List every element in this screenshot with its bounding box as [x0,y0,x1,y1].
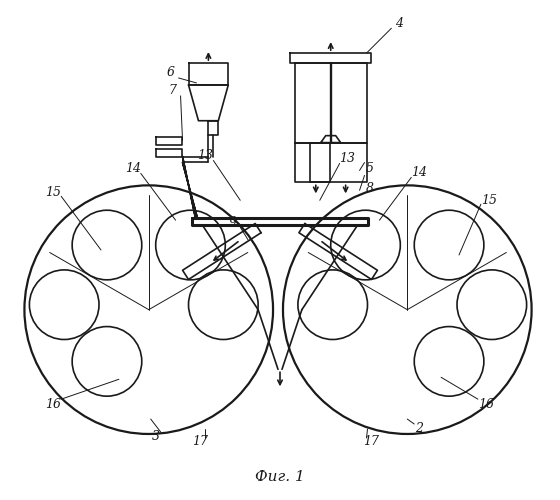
Text: 13: 13 [198,149,213,162]
Text: 3: 3 [152,430,160,444]
Text: 4: 4 [395,17,403,30]
Text: 9: 9 [228,216,236,228]
Text: 17: 17 [363,436,380,448]
Text: Фиг. 1: Фиг. 1 [255,470,305,484]
Text: 15: 15 [45,186,61,199]
Text: 8: 8 [366,182,374,195]
Text: 15: 15 [481,194,497,207]
Text: 5: 5 [366,162,374,175]
Text: 14: 14 [125,162,141,175]
Text: 2: 2 [415,422,423,436]
Text: 13: 13 [339,152,356,165]
Text: 17: 17 [193,436,208,448]
Text: 7: 7 [169,84,176,98]
Text: 14: 14 [411,166,427,179]
Text: 16: 16 [478,398,494,410]
Text: 6: 6 [167,66,175,80]
Text: 16: 16 [45,398,61,410]
